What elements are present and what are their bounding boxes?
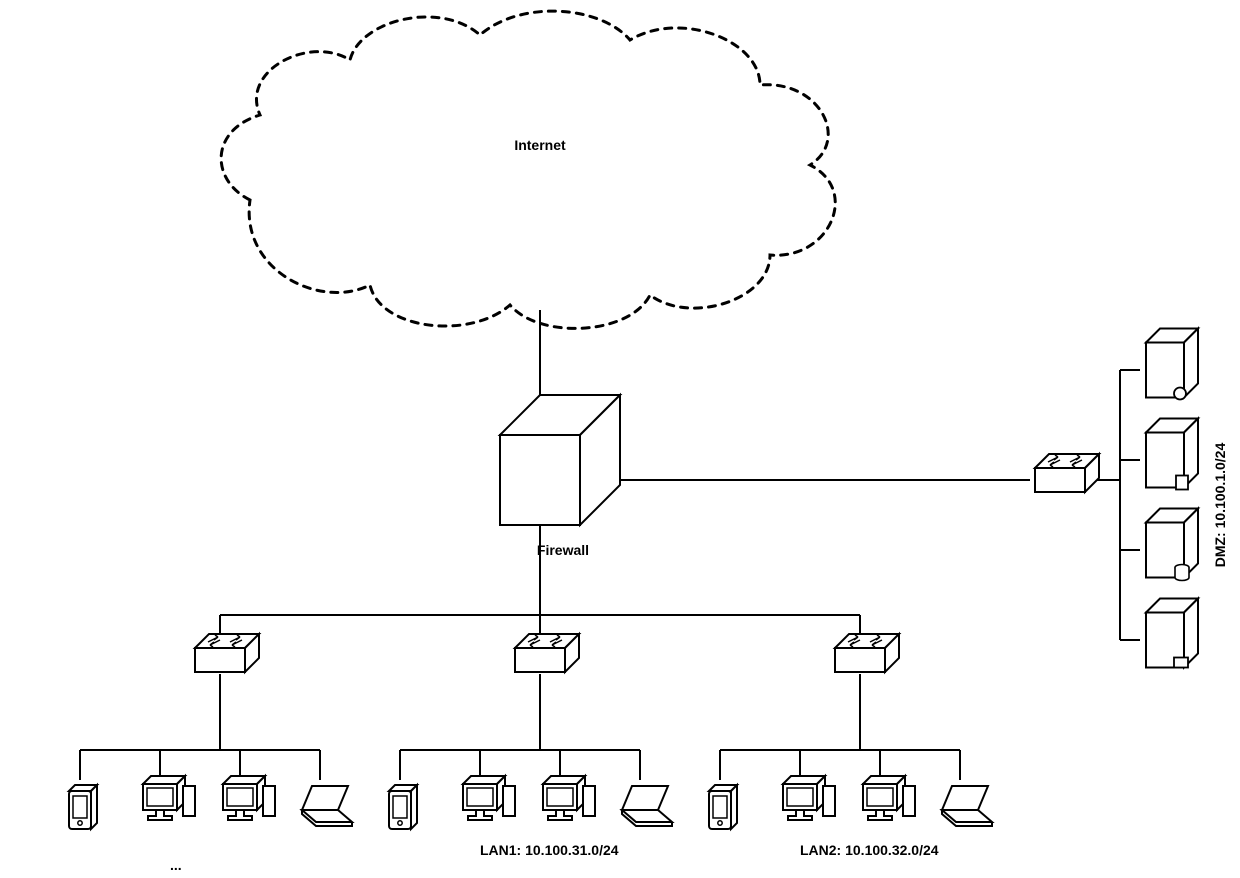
switch-dmz-icon — [1035, 454, 1099, 492]
server-1-icon — [1146, 329, 1198, 400]
lan2-dev-3-icon — [942, 786, 992, 826]
firewall-label: Firewall — [537, 542, 589, 558]
lan1-dev-0-icon — [389, 785, 417, 829]
lan2-dev-0-icon — [709, 785, 737, 829]
lan1-dev-1-icon — [463, 776, 515, 820]
switch-lan1-icon — [515, 634, 579, 672]
lan1-dev-3-icon — [622, 786, 672, 826]
server-4-icon — [1146, 599, 1198, 668]
lan2-dev-1-icon — [783, 776, 835, 820]
switch-lan2-icon — [835, 634, 899, 672]
lan-ellipsis-dev-3-icon — [302, 786, 352, 826]
lan-ellipsis-dev-2-icon — [223, 776, 275, 820]
lan2-label: LAN2: 10.100.32.0/24 — [800, 842, 939, 858]
internet-label: Internet — [514, 137, 566, 153]
dmz-label: DMZ: 10.100.1.0/24 — [1212, 443, 1228, 568]
lan1-dev-2-icon — [543, 776, 595, 820]
internet-cloud-icon — [221, 11, 835, 328]
lan-ellipsis-label: ... — [170, 857, 182, 873]
lan-ellipsis-dev-1-icon — [143, 776, 195, 820]
firewall-icon — [500, 395, 620, 525]
lan-ellipsis-dev-0-icon — [69, 785, 97, 829]
server-3-icon — [1146, 509, 1198, 581]
server-2-icon — [1146, 419, 1198, 490]
switch-lan0-icon — [195, 634, 259, 672]
lan2-dev-2-icon — [863, 776, 915, 820]
lan1-label: LAN1: 10.100.31.0/24 — [480, 842, 619, 858]
